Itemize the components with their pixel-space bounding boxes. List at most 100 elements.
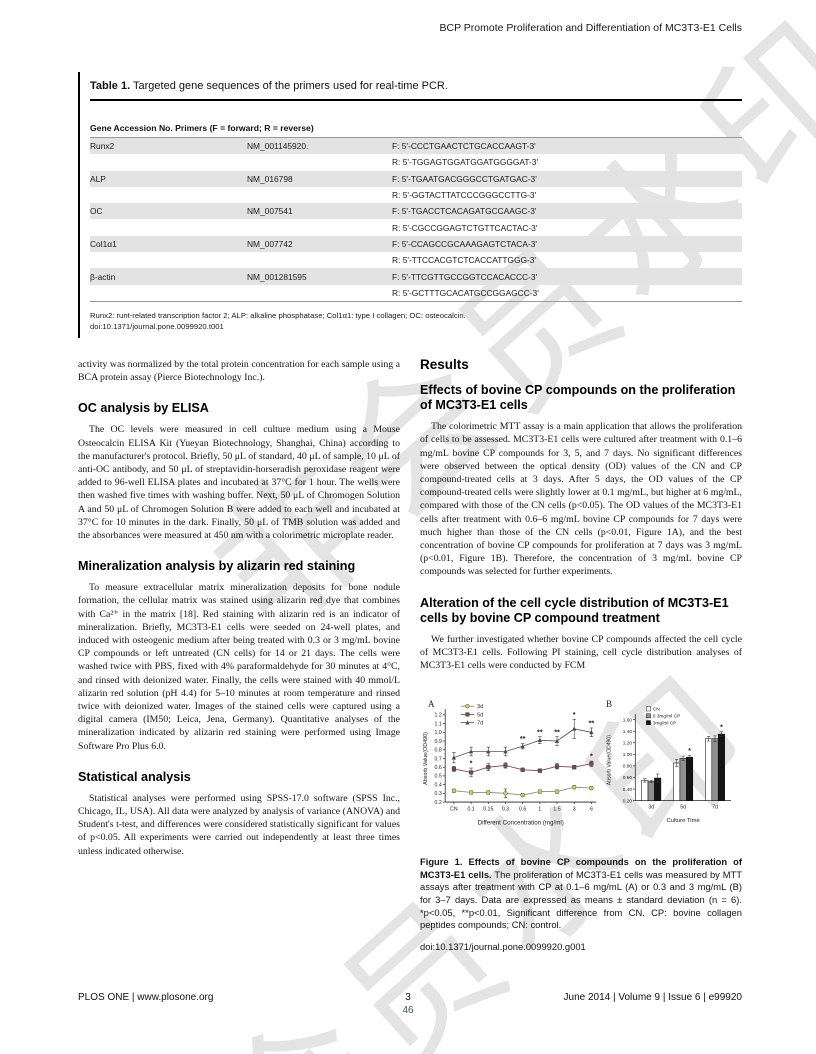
table-cell-gene: Col1α1 [90,238,117,249]
svg-text:7d: 7d [712,805,718,811]
table-cell-accession: NM_007742 [247,238,293,249]
table-bottom-rule [90,300,742,302]
section-heading-cell-cycle: Alteration of the cell cycle distributio… [420,595,729,625]
svg-text:0.7: 0.7 [435,757,442,763]
table-cell-primer: F: 5'-TTCGTTGCCGGTCCACACCC-3' [392,271,538,282]
svg-text:**: ** [537,728,543,737]
svg-text:Absorb Value(OD490): Absorb Value(OD490) [423,732,429,785]
table-row: R: 5'-TTCCACGTCTCACCATTGGG-3' [90,252,742,268]
figure1-panel-b-label: B [606,699,613,710]
svg-text:*: * [720,725,723,732]
table-header-rule [90,137,742,138]
table-caption-label: Table 1. [90,80,131,92]
svg-text:0.5: 0.5 [435,774,442,780]
table-cell-primer: R: 5'-GCTTTGCACATGCCGGAGCC-3' [392,287,539,298]
table-cell-gene: OC [90,206,103,217]
table-cell-primer: F: 5'-TGACCTCACAGATGCCAAGC-3' [392,206,537,217]
table-row: R: 5'-GCTTTGCACATGCCGGAGCC-3' [90,285,742,301]
table-cell-accession: NM_007541 [247,206,293,217]
table-row: R: 5'-GGTACTTATCCCGGGCCTTG-3' [90,187,742,203]
svg-text:0.9: 0.9 [435,739,442,745]
table-cell-gene: β-actin [90,271,116,282]
svg-text:*: * [688,748,691,755]
svg-text:**: ** [554,728,560,737]
table-cell-primer: R: 5'-TTCCACGTCTCACCATTGGG-3' [392,255,537,266]
table-cell-gene: ALP [90,173,106,184]
svg-text:CN: CN [450,807,458,813]
table-cell-primer: F: 5'-CCAGCCGCAAAGAGTCTACA-3' [392,238,537,249]
svg-text:0.3: 0.3 [435,791,442,797]
table-row: Runx2 NM_001145920. F: 5'-CCCTGAACTCTGCACC… [90,138,742,155]
svg-text:1: 1 [538,807,541,813]
footer-journal: PLOS ONE | www.plosone.org [78,992,214,1003]
table-caption: Table 1. Targeted gene sequences of the … [90,80,742,92]
table-cell-primer: F: 5'-TGAATGACGGGCCTGATGAC-3' [392,173,537,184]
table-cell-gene: Runx2 [90,141,115,152]
svg-text:0.6: 0.6 [435,765,442,771]
svg-text:3: 3 [573,807,576,813]
body-paragraph: Statistical analyses were performed usin… [78,792,400,857]
svg-text:Absorb Value(OD490): Absorb Value(OD490) [606,735,612,785]
svg-text:0.1: 0.1 [467,807,474,813]
svg-text:0.6: 0.6 [519,807,526,813]
svg-text:1.00: 1.00 [623,752,633,758]
table-header-row: Gene Accession No. Primers (F = forward;… [90,123,314,133]
body-paragraph: To measure extracellular matrix minerali… [78,582,400,752]
svg-text:0.8: 0.8 [435,748,442,754]
footer-page-number: 3 [405,992,411,1003]
svg-text:0.80: 0.80 [623,764,633,770]
table-row: R: 5'-TGGAGTGGATGGATGGGGAT-3' [90,154,742,170]
table-cell-primer: R: 5'-TGGAGTGGATGGATGGGGAT-3' [392,157,539,168]
table-cell-accession: NM_001281595 [247,271,307,282]
table-cell-primer: R: 5'-GGTACTTATCCCGGGCCTTG-3' [392,190,537,201]
svg-text:1.0: 1.0 [435,730,442,736]
svg-text:*: * [590,752,593,761]
svg-text:0.40: 0.40 [623,787,633,793]
figure1-panel-a-label: A [428,699,435,710]
right-column: Results Effects of bovine CP compounds o… [420,358,742,963]
figure1-doi: doi:10.1371/journal.pone.0099920.g001 [420,941,586,953]
footer-secondary-page-number: 46 [402,1005,414,1016]
footer-issue-info: June 2014 | Volume 9 | Issue 6 | e99920 [563,992,742,1003]
svg-text:1.1: 1.1 [435,722,442,728]
svg-text:6: 6 [590,807,593,813]
table-top-rule [90,99,742,101]
table-doi: doi:10.1371/journal.pone.0099920.t001 [90,322,224,332]
table-cell-primer: R: 5'-CGCCGGAGTCTGTTCACTAC-3' [392,222,538,233]
svg-text:0.3: 0.3 [502,807,509,813]
svg-text:1.40: 1.40 [623,729,633,735]
table-row: R: 5'-CGCCGGAGTCTGTTCACTAC-3' [90,219,742,235]
table-row: β-actin NM_001281595 F: 5'-TTCGTTGCCGGTCCA… [90,268,742,285]
svg-text:0.15: 0.15 [483,807,493,813]
svg-text:0.4: 0.4 [435,783,442,789]
gene-table-body: Runx2 NM_001145920. F: 5'-CCCTGAACTCTGCACC… [90,138,742,301]
svg-text:3mg/ml CP: 3mg/ml CP [653,721,677,727]
body-paragraph: The colorimetric MTT assay is a main app… [420,421,742,578]
table-cell-accession: NM_001145920. [247,141,309,152]
svg-text:5d: 5d [477,713,483,719]
body-paragraph: The OC levels were measured in cell cult… [78,424,400,542]
svg-text:1.2: 1.2 [435,713,442,719]
table-cell-accession: NM_016798 [247,173,293,184]
svg-text:**: ** [589,719,595,728]
table-row: Col1α1 NM_007742 F: 5'-CCAGCCGCAAAGAGTCTAC… [90,235,742,253]
svg-text:3d: 3d [477,704,483,710]
svg-text:Different Concentration (mg/ml: Different Concentration (mg/ml) [478,820,564,827]
running-head: BCP Promote Proliferation and Differenti… [439,22,742,34]
svg-text:*: * [470,759,473,768]
table-row: OC NM_007541 F: 5'-TGACCTCACAGATGCCAAGC-3' [90,203,742,220]
svg-text:0.60: 0.60 [623,775,633,781]
body-paragraph: We further investigated whether bovine C… [420,633,742,672]
table-footnote: Runx2: runt-related transcription factor… [90,310,466,320]
figure1-caption-text: The proliferation of MC3T3-E1 cells was … [420,868,742,931]
table1-block: Table 1. Targeted gene sequences of the … [78,72,742,339]
svg-text:0.2: 0.2 [435,800,442,806]
results-heading: Results [420,357,469,372]
figure1-caption-bold: Figure 1. Effects of bovine CP compounds… [420,856,742,880]
svg-text:1.20: 1.20 [623,741,633,747]
svg-text:1.5: 1.5 [553,807,560,813]
figure1-caption: Figure 1. Effects of bovine CP compounds… [420,856,742,932]
svg-text:Culture Time: Culture Time [666,818,699,824]
svg-text:1.60: 1.60 [623,718,633,724]
